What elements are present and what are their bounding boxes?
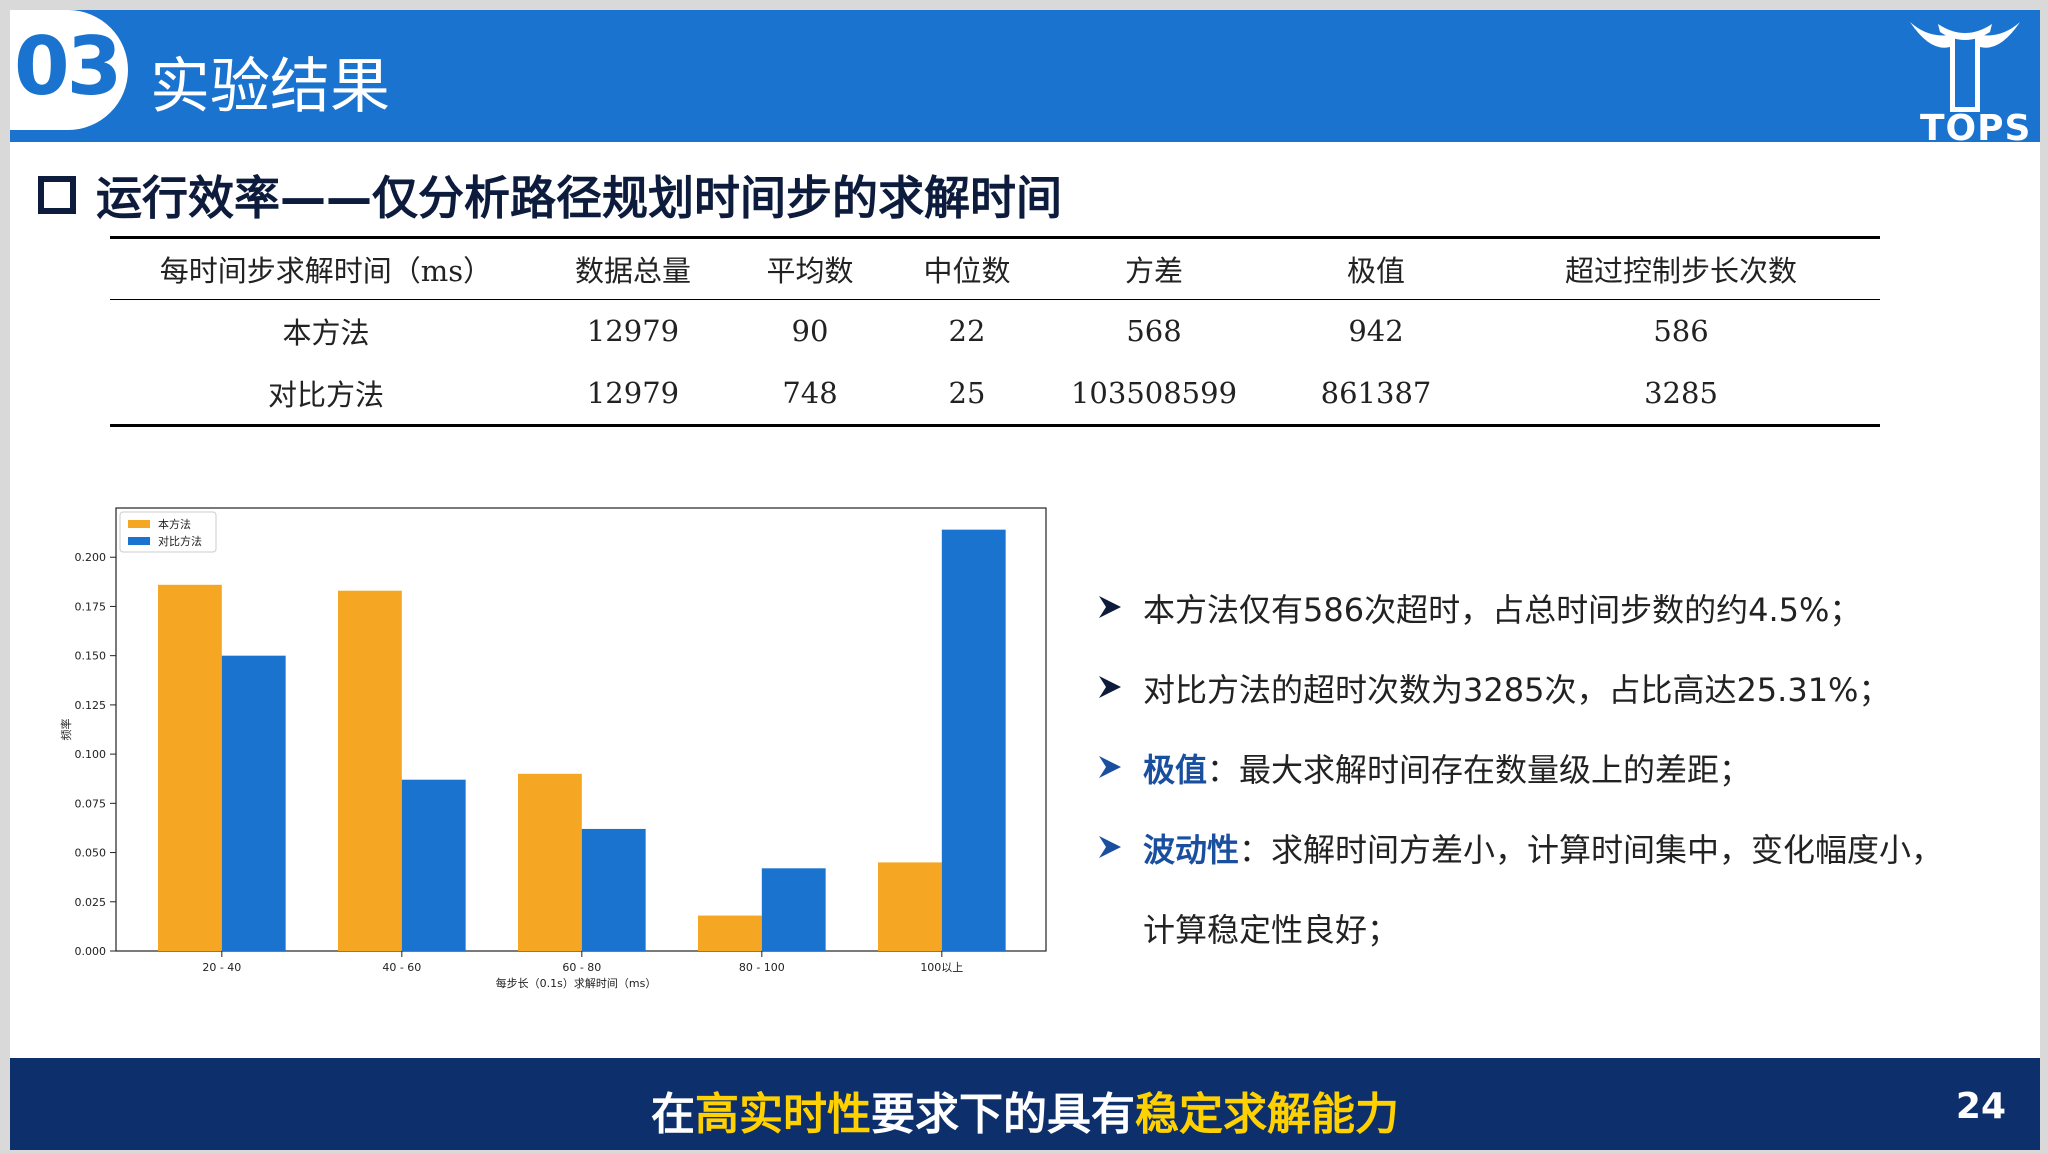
- y-tick-label: 0.200: [75, 551, 107, 564]
- footer-highlight: 稳定求解能力: [1135, 1089, 1399, 1140]
- chart-bar: [941, 529, 1006, 951]
- y-tick-label: 0.025: [75, 896, 107, 909]
- stats-table-wrapper: 每时间步求解时间（ms） 数据总量 平均数 中位数 方差 极值 超过控制步长次数…: [110, 236, 1890, 427]
- legend-label: 对比方法: [158, 534, 202, 548]
- footer-part: 要求下的具有: [871, 1089, 1135, 1140]
- x-tick-label: 20 - 40: [202, 961, 241, 974]
- y-tick-label: 0.175: [75, 600, 107, 613]
- chart-bar: [761, 868, 826, 951]
- footer-banner: 在高实时性要求下的具有稳定求解能力 24: [10, 1058, 2040, 1150]
- arrow-bullet-icon: [1099, 596, 1121, 618]
- page-number: 24: [1955, 1086, 2006, 1127]
- legend-swatch: [128, 537, 150, 545]
- y-tick-label: 0.125: [75, 699, 107, 712]
- table-cell: 对比方法: [110, 362, 542, 427]
- bullet-body: ：最大求解时间存在数量级上的差距；: [1207, 751, 1752, 789]
- bullet-text: 本方法仅有586次超时，占总时间步数的约4.5%；: [1143, 591, 1862, 629]
- table-header-cell: 超过控制步长次数: [1482, 236, 1880, 300]
- bullet-item: 极值：最大求解时间存在数量级上的差距；: [1085, 750, 2025, 830]
- table-cell: 90: [791, 314, 829, 348]
- bullet-item: 对比方法的超时次数为3285次，占比高达25.31%；: [1085, 670, 2025, 750]
- x-tick-label: 60 - 80: [562, 961, 601, 974]
- bar-chart: 0.000 0.025 0.050 0.075 0.100 0.125 0.150 0.175…: [59, 507, 1047, 990]
- table-header-row: 每时间步求解时间（ms） 数据总量 平均数 中位数 方差 极值 超过控制步长次数: [110, 236, 1880, 300]
- footer-part: 在: [651, 1089, 695, 1140]
- stats-table: 每时间步求解时间（ms） 数据总量 平均数 中位数 方差 极值 超过控制步长次数…: [110, 236, 1880, 427]
- table-cell: 本方法: [282, 316, 370, 350]
- chart-bar: [878, 862, 942, 951]
- bullet-body: ：求解时间方差小，计算时间集中，变化幅度小，: [1239, 831, 1944, 869]
- arrow-bullet-icon: [1099, 756, 1121, 778]
- table-header-cell: 数据总量: [542, 236, 724, 300]
- bullet-text: 极值：最大求解时间存在数量级上的差距；: [1143, 750, 1751, 790]
- bullet-keyword: 波动性: [1143, 831, 1240, 869]
- bullet-keyword: 极值: [1143, 751, 1208, 789]
- table-cell: 568: [1126, 314, 1182, 348]
- section-number: 03: [14, 20, 122, 113]
- table-cell: 586: [1653, 314, 1709, 348]
- x-tick-label: 80 - 100: [739, 961, 785, 974]
- table-cell: 25: [896, 362, 1038, 427]
- section-number-badge: 03: [10, 10, 128, 130]
- section-title-text: 运行效率——仅分析路径规划时间步的求解时间: [96, 171, 1062, 225]
- table-row: 对比方法 12979 748 25 103508599 861387 3285: [110, 362, 1880, 427]
- table-header-cell: 平均数: [724, 236, 896, 300]
- y-tick-label: 0.100: [75, 748, 107, 761]
- table-cell: 103508599: [1038, 362, 1270, 427]
- bullet-item: 本方法仅有586次超时，占总时间步数的约4.5%；: [1085, 590, 2025, 670]
- chart-bar: [158, 584, 222, 951]
- arrow-bullet-icon: [1099, 676, 1121, 698]
- table-cell: 861387: [1270, 362, 1482, 427]
- table-header-cell: 每时间步求解时间（ms）: [110, 236, 542, 300]
- x-axis-label: 每步长（0.1s）求解时间（ms）: [496, 976, 657, 990]
- header-bar: 03 实验结果 TOPS: [10, 10, 2040, 149]
- section-title: 运行效率——仅分析路径规划时间步的求解时间: [32, 162, 1062, 228]
- chart-bar: [581, 828, 646, 951]
- bullet-list: 本方法仅有586次超时，占总时间步数的约4.5%； 对比方法的超时次数为3285…: [1085, 590, 2025, 949]
- legend-label: 本方法: [158, 517, 191, 531]
- bullet-text: 对比方法的超时次数为3285次，占比高达25.31%；: [1143, 671, 1891, 709]
- logo-text: TOPS: [1920, 108, 2032, 149]
- legend-swatch: [128, 520, 150, 528]
- table-cell: 942: [1348, 314, 1404, 348]
- y-tick-label: 0.000: [75, 945, 107, 958]
- arrow-bullet-icon: [1099, 836, 1121, 858]
- y-axis-label: 频率: [59, 719, 73, 741]
- chart-bar: [401, 779, 466, 951]
- chart-bar: [338, 590, 402, 951]
- table-cell: 12979: [586, 314, 680, 348]
- y-tick-label: 0.075: [75, 797, 107, 810]
- table-cell: 3285: [1482, 362, 1880, 427]
- chart-bar: [518, 773, 582, 951]
- bullet-continuation: 计算稳定性良好；: [1143, 911, 1400, 949]
- footer-highlight: 高实时性: [695, 1089, 871, 1140]
- checkbox-square-icon: [38, 176, 76, 214]
- y-tick-label: 0.050: [75, 847, 107, 860]
- bullet-item: 波动性：求解时间方差小，计算时间集中，变化幅度小， 计算稳定性良好；: [1085, 830, 2025, 949]
- header-title: 实验结果: [150, 52, 390, 122]
- table-cell: 748: [724, 362, 896, 427]
- table-header-cell: 中位数: [896, 236, 1038, 300]
- table-header-cell: 极值: [1270, 236, 1482, 300]
- tops-logo-icon: [1910, 22, 2020, 112]
- table-row: 本方法 12979 90 22 568 942 586: [110, 300, 1880, 363]
- table-cell: 22: [948, 314, 986, 348]
- footer-text: 在高实时性要求下的具有稳定求解能力: [10, 1078, 2040, 1142]
- y-tick-label: 0.150: [75, 650, 107, 663]
- table-cell: 12979: [542, 362, 724, 427]
- chart-bar: [698, 915, 762, 951]
- x-tick-label: 100以上: [920, 961, 963, 974]
- bullet-text: 波动性：求解时间方差小，计算时间集中，变化幅度小，: [1143, 830, 1943, 870]
- x-tick-label: 40 - 60: [382, 961, 421, 974]
- table-header-cell: 方差: [1038, 236, 1270, 300]
- chart-bar: [221, 655, 286, 951]
- slide: 03 实验结果 TOPS 运行效率——仅分析路径规划时间步的求解时间 每时间步求…: [10, 10, 2040, 1150]
